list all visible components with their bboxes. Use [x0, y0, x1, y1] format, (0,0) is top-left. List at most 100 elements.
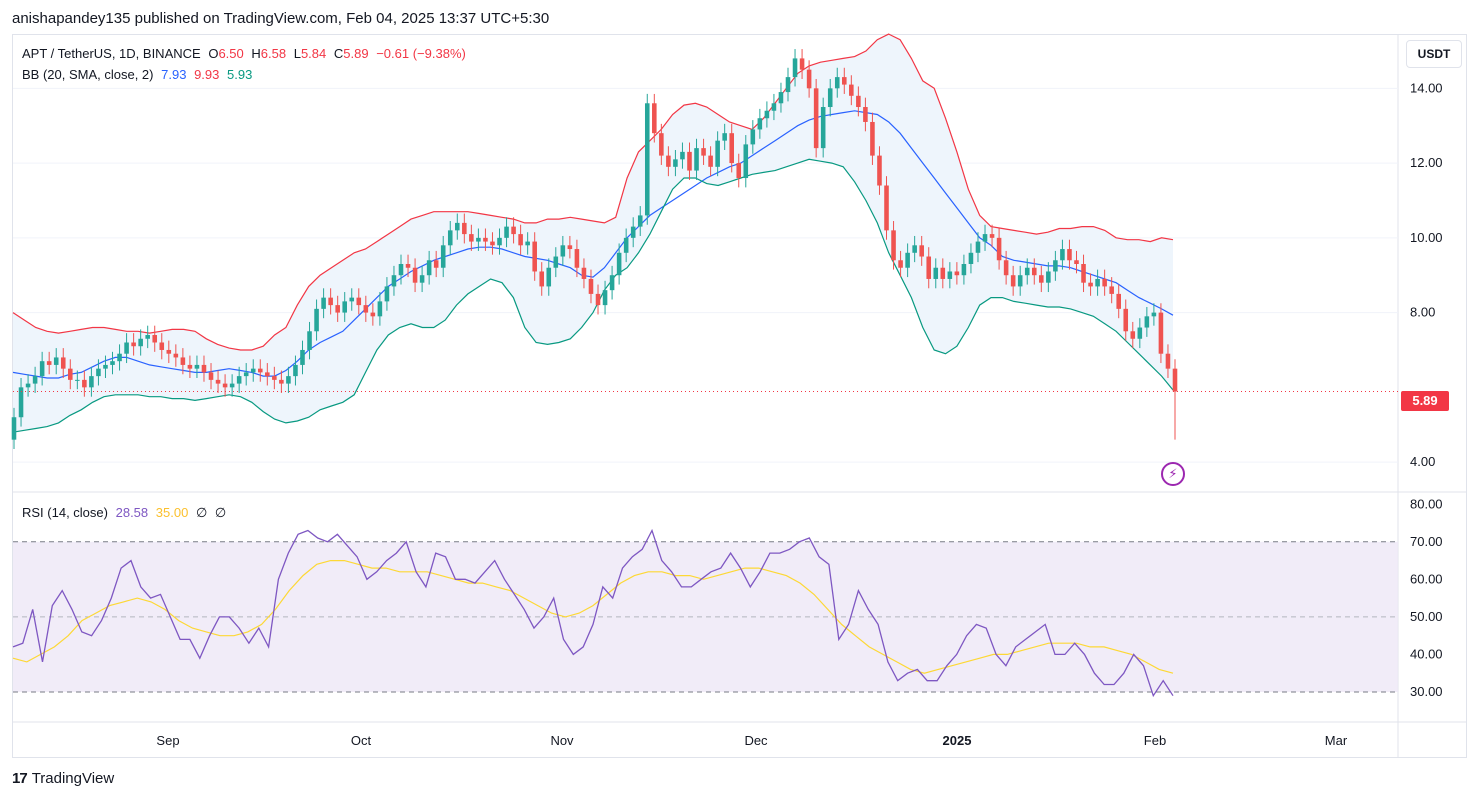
candle-body [131, 342, 136, 347]
candle-body [201, 364, 207, 373]
publish-header: anishapandey135 published on TradingView… [12, 10, 550, 27]
candle-body [265, 372, 270, 377]
time-tick-label: Sep [156, 733, 179, 748]
candle-body [652, 103, 657, 134]
candle-body [469, 234, 474, 242]
tradingview-logo-icon: 17 [12, 770, 28, 787]
rsi-value: 28.58 [115, 505, 149, 520]
candle-body [405, 264, 411, 268]
candle-body [103, 364, 108, 369]
footer-brand[interactable]: 17 TradingView [12, 770, 114, 787]
candle-body [813, 88, 819, 149]
candle-body [539, 271, 545, 287]
candle-body [145, 335, 150, 339]
candle-body [208, 372, 214, 380]
candle-body [623, 237, 629, 253]
close-value: 5.89 [343, 46, 369, 61]
rsi-label[interactable]: RSI (14, close) [22, 505, 108, 520]
bb-label[interactable]: BB (20, SMA, close, 2) [22, 67, 154, 82]
candle-body [243, 372, 249, 377]
candle-body [1151, 312, 1157, 317]
candle-body [398, 264, 404, 276]
candle-body [384, 286, 390, 302]
candle-body [60, 357, 66, 369]
candle-body [32, 376, 38, 384]
footer-brand-label: TradingView [31, 770, 115, 787]
candle-body [511, 226, 516, 235]
price-tick-label: 14.00 [1410, 80, 1443, 95]
candle-body [919, 245, 924, 257]
candle-body [250, 368, 256, 373]
candle-body [905, 252, 910, 268]
candle-body [307, 331, 312, 350]
candle-body [321, 297, 326, 309]
candle-body [750, 129, 756, 145]
candle-body [546, 267, 552, 287]
candle-body [159, 342, 165, 350]
time-tick-label: Dec [744, 733, 768, 748]
candle-body [947, 271, 953, 279]
candle-body [173, 353, 179, 358]
time-tick-label: Oct [351, 733, 372, 748]
candle-body [1095, 278, 1100, 287]
rsi-tick-label: 50.00 [1410, 609, 1443, 624]
candle-body [975, 241, 981, 253]
candle-body [476, 237, 481, 242]
rsi-tick-label: 40.00 [1410, 646, 1443, 661]
candle-body [898, 260, 903, 268]
candle-body [314, 308, 319, 332]
candle-body [771, 103, 777, 111]
time-tick-label: Nov [550, 733, 574, 748]
candle-body [799, 58, 805, 70]
candle-body [53, 357, 59, 365]
candle-body [560, 245, 566, 257]
candle-body [884, 185, 889, 231]
candle-body [637, 215, 643, 227]
candle-body [616, 252, 622, 276]
candle-body [46, 361, 52, 365]
candle-body [806, 69, 812, 89]
bb-upper-value: 9.93 [194, 67, 220, 82]
candle-body [152, 335, 158, 343]
candle-body [820, 107, 826, 149]
candle-body [680, 151, 685, 160]
candle-body [117, 353, 122, 362]
currency-button[interactable]: USDT [1406, 40, 1462, 68]
candle-body [89, 376, 94, 388]
candle-body [701, 148, 706, 156]
candle-body [1137, 327, 1143, 339]
lightning-bolt-icon[interactable]: ⚡ [1161, 462, 1185, 486]
time-tick-label: Feb [1144, 733, 1166, 748]
candle-body [1010, 275, 1016, 287]
bb-fill [13, 34, 1173, 433]
candle-body [961, 264, 967, 276]
candle-body [785, 77, 791, 93]
candle-body [75, 379, 80, 381]
candle-body [257, 368, 263, 373]
candle-body [525, 241, 530, 246]
candle-body [722, 133, 727, 141]
candle-body [933, 267, 939, 279]
candle-body [166, 349, 172, 354]
candle-body [827, 88, 833, 108]
candle-body [483, 237, 488, 242]
candle-body [1074, 260, 1079, 264]
bb-legend: BB (20, SMA, close, 2) 7.93 9.93 5.93 [22, 67, 256, 82]
candle-body [877, 155, 882, 186]
candle-body [391, 275, 397, 287]
candle-body [736, 163, 742, 179]
candle-body [630, 226, 636, 238]
price-legend: APT / TetherUS, 1D, BINANCE O6.50 H6.58 … [22, 46, 470, 61]
rsi-na-2: ∅ [214, 505, 227, 520]
candle-body [757, 118, 763, 130]
symbol-label[interactable]: APT / TetherUS, 1D, BINANCE [22, 46, 201, 61]
candle-body [694, 148, 699, 171]
candle-body [504, 226, 509, 238]
candle-body [419, 275, 425, 283]
candle-body [1109, 286, 1114, 294]
candle-body [1046, 271, 1051, 283]
chart-frame[interactable] [12, 34, 1467, 758]
candle-body [349, 297, 355, 302]
candle-body [687, 151, 692, 171]
